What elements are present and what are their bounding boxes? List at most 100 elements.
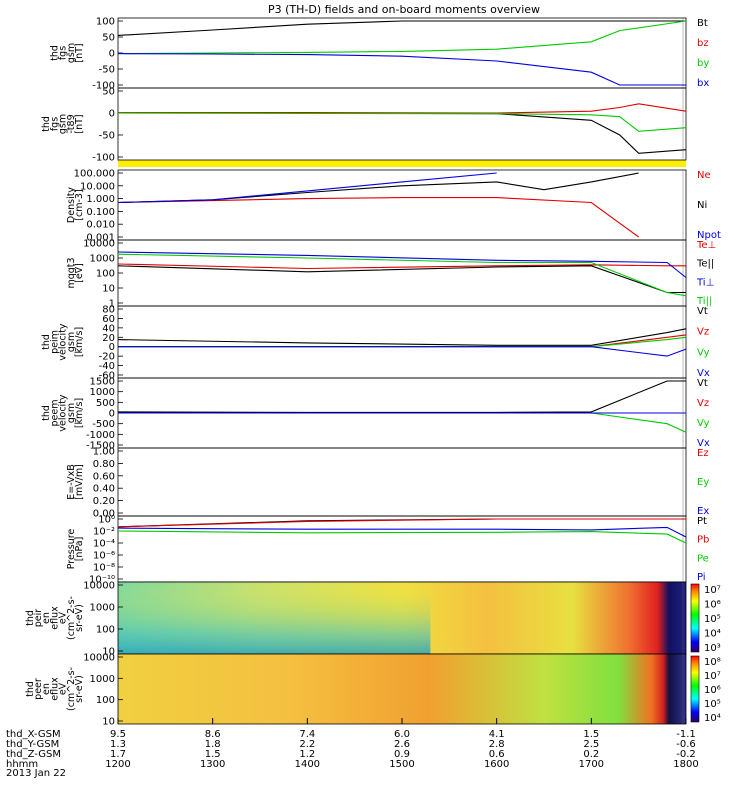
y-tick-label: -20	[99, 352, 115, 363]
y-tick-label: -1000	[86, 430, 115, 441]
x-axis-value: 6.0	[394, 729, 410, 740]
y-axis-label: en	[41, 683, 52, 695]
legend-item: Pe	[697, 553, 709, 564]
series-line	[117, 518, 686, 528]
y-tick-label: 50	[102, 87, 115, 98]
panel-frame	[117, 305, 687, 379]
y-tick-label: -50	[99, 131, 115, 142]
x-axis-value: 0.2	[583, 749, 599, 760]
y-axis-label: gsm	[58, 114, 69, 134]
y-axis-label: velocity	[58, 323, 69, 361]
legend-item: bx	[697, 78, 709, 89]
y-axis-label: -t89	[66, 114, 77, 133]
y-axis-label: gsm	[66, 403, 77, 423]
series-line	[117, 20, 686, 36]
y-axis-label: thd	[41, 405, 52, 421]
y-axis-label: E=-VxB	[66, 464, 77, 499]
legend-item: Vy	[697, 418, 710, 429]
colorbar-label: 10⁷	[704, 585, 721, 596]
y-tick-label: 100.000	[74, 169, 115, 180]
colorbar-label: 10⁸	[704, 657, 721, 668]
panel-7: 1.000.800.60 0.400.20 0.00 E=-VxB[mV/m] Ez Ey…	[66, 447, 710, 520]
x-axis-value: 1200	[105, 759, 130, 770]
legend-item: Pi	[697, 572, 706, 583]
y-axis-label: [eV]	[74, 263, 85, 283]
x-axis-row-label: thd_X-GSM	[6, 729, 61, 740]
y-tick-label: -500	[92, 419, 115, 430]
y-axis-label: peir	[33, 609, 44, 628]
x-axis-row-label: thd_Y-GSM	[6, 739, 59, 750]
y-axis-label: Density	[66, 187, 77, 223]
chart-title: P3 (TH-D) fields and on-board moments ov…	[268, 3, 540, 16]
legend-item: Ey	[697, 477, 709, 488]
y-tick-label: 0.100	[86, 207, 115, 218]
x-axis-table: thd_X-GSM 9.5 8.6 7.4 6.0 4.1 1.5 -1.1 thd_Y-GSM…	[6, 718, 699, 770]
y-tick-label: 10	[102, 717, 115, 728]
y-tick-label: 500	[96, 398, 115, 409]
x-axis-value: 1.2	[299, 749, 315, 760]
y-tick-label: 10.000	[80, 181, 115, 192]
x-axis-value: 1700	[579, 759, 604, 770]
x-axis-value: 1600	[484, 759, 509, 770]
y-axis-label: gsm	[66, 332, 77, 352]
y-axis-label: peim	[49, 330, 60, 354]
y-tick-label: 100	[96, 269, 115, 280]
x-axis-value: 2.8	[489, 739, 505, 750]
legend-item: Ni	[697, 200, 707, 211]
y-tick-label: 10⁻⁸	[93, 563, 115, 574]
y-tick-label: 1000	[90, 387, 115, 398]
panel-10: 10⁸ 10⁷ 10⁶ 10⁵ 10⁴ 10000 1000 100 10 thdpeerenef…	[25, 653, 721, 728]
legend-item: Ex	[697, 506, 709, 517]
panel-4: 10000 1000 100 10 1 mqgt3[eV] Te⊥ Te|| Ti⊥ Ti||	[66, 239, 716, 310]
x-axis-value: -0.6	[676, 739, 696, 750]
x-axis-value: 1.7	[110, 749, 126, 760]
y-tick-label: 20	[102, 333, 115, 344]
y-axis-label: thd	[49, 45, 60, 61]
y-axis-label: [km/s]	[74, 327, 85, 357]
x-axis-value: 1300	[200, 759, 225, 770]
y-tick-label: 1000	[90, 674, 115, 685]
y-axis-label: [cm-3]	[74, 189, 85, 220]
y-axis-label: eV	[58, 682, 69, 695]
y-axis-label: peer	[33, 678, 44, 700]
legend-item: bz	[697, 38, 709, 49]
x-axis-row-label: hhmm	[6, 759, 38, 770]
series-line	[117, 526, 687, 538]
spectrogram	[118, 654, 686, 724]
y-axis-label: gsm	[66, 43, 77, 63]
colorbar-label: 10⁷	[704, 671, 721, 682]
y-axis-label: sr-eV)	[74, 675, 85, 703]
y-tick-label: 10⁰	[98, 515, 115, 526]
y-tick-label: 0	[109, 109, 115, 120]
legend-item: Bt	[697, 18, 708, 29]
y-axis-label: eflux	[49, 606, 60, 630]
panel-frame	[117, 515, 687, 583]
legend-item: Npot	[697, 230, 721, 241]
y-axis-label: Pressure	[66, 529, 77, 570]
x-axis-row-label: thd_Z-GSM	[6, 749, 61, 760]
y-tick-label: 1.000	[86, 194, 115, 205]
y-axis-label: thd	[41, 334, 52, 350]
series-line	[117, 53, 686, 86]
y-tick-label: -100	[92, 81, 115, 92]
colorbar	[690, 583, 700, 653]
colorbar-label: 10⁶	[704, 600, 721, 611]
y-tick-label: 0.20	[93, 496, 115, 507]
y-axis-label: [nT]	[74, 114, 85, 133]
y-tick-label: 0.40	[93, 484, 115, 495]
x-axis-value: 0.9	[394, 749, 410, 760]
x-axis-value: 1500	[389, 759, 414, 770]
y-axis-label: [km/s]	[74, 398, 85, 428]
y-tick-label: 0.010	[86, 220, 115, 231]
legend-item: Ez	[697, 448, 709, 459]
legend-item: Te⊥	[696, 240, 716, 251]
x-axis-value: 7.4	[299, 729, 315, 740]
panel-9: 10⁷ 10⁶ 10⁵ 10⁴ 10³ 10000 1000 100 10 thdpeirenef…	[25, 581, 721, 658]
x-axis-value: 9.5	[110, 729, 126, 740]
legend-item: Vy	[697, 347, 710, 358]
y-tick-label: 1.00	[93, 447, 115, 458]
